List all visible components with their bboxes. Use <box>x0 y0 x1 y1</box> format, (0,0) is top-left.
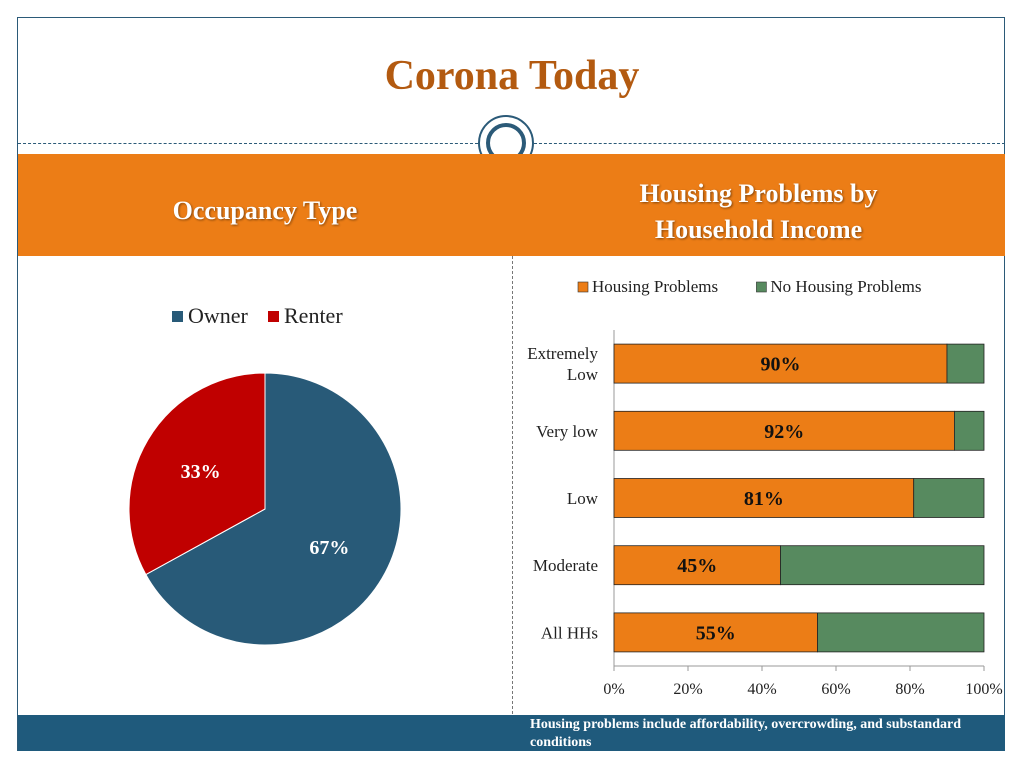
title-rule-right <box>534 143 1005 144</box>
slide-title: Corona Today <box>384 53 640 99</box>
footer-band <box>18 715 1005 751</box>
bar-segment-housing-problems <box>613 410 955 451</box>
pie-legend-swatch-owner <box>172 311 183 322</box>
occupancy-type-header: Occupancy Type <box>172 196 358 225</box>
bar-segment-no-housing-problems <box>913 478 985 518</box>
bar-x-tick-label: 20% <box>673 681 702 698</box>
housing-header-line1: Housing Problems by <box>639 179 878 208</box>
bar-data-label: 55% <box>696 622 736 644</box>
bar-legend-swatch-no-housing-problems <box>756 281 767 293</box>
housing-header-line2: Household Income <box>654 215 863 244</box>
header-band <box>18 154 1005 256</box>
bar-category-label: Very low <box>536 422 599 441</box>
pie-data-label-owner: 67% <box>309 537 349 559</box>
bar-x-tick-label: 60% <box>821 681 850 698</box>
pie-slice-renter <box>128 372 266 576</box>
housing-problems-header: Housing Problems by Household Income <box>512 176 1005 248</box>
bar-data-label: 90% <box>761 354 801 376</box>
bar-segment-no-housing-problems <box>780 545 985 586</box>
pie-legend-label-owner: Owner <box>188 303 249 328</box>
pie-legend-swatch-renter <box>268 311 279 322</box>
pie-slice-owner <box>145 372 402 646</box>
bar-category-label: Low <box>567 365 599 384</box>
bar-category-label: All HHs <box>541 623 598 642</box>
bar-segment-housing-problems <box>613 478 915 518</box>
pie-data-label-renter: 33% <box>181 461 221 483</box>
pie-legend-label-renter: Renter <box>284 303 343 328</box>
bar-x-tick-label: 100% <box>965 681 1002 698</box>
bar-data-label: 92% <box>764 421 804 443</box>
bar-data-label: 45% <box>677 555 717 577</box>
bar-x-tick-label: 80% <box>895 681 924 698</box>
bar-category-label: Extremely <box>527 344 598 363</box>
bar-segment-housing-problems <box>613 545 781 586</box>
bar-segment-no-housing-problems <box>817 612 985 653</box>
bar-segment-no-housing-problems <box>946 343 985 384</box>
footnote: Housing problems include affordability, … <box>530 717 961 750</box>
bar-legend-swatch-housing-problems <box>577 281 589 293</box>
bar-category-label: Moderate <box>533 556 598 575</box>
bar-category-label: Low <box>567 489 599 508</box>
title-rule-left <box>18 143 478 144</box>
bar-x-tick-label: 40% <box>747 681 776 698</box>
bar-segment-no-housing-problems <box>953 410 985 451</box>
bar-segment-housing-problems <box>613 343 948 384</box>
panel-divider <box>512 256 513 714</box>
bar-data-label: 81% <box>744 488 784 510</box>
bar-legend-label-housing-problems: Housing Problems <box>592 277 718 296</box>
bar-legend-label-no-housing-problems: No Housing Problems <box>770 277 921 296</box>
occupancy-pie-chart: Owner Renter 67% 33% <box>128 303 402 646</box>
bar-x-tick-label: 0% <box>603 681 624 698</box>
housing-problems-bar-chart: Housing Problems No Housing Problems 0% 20%… <box>527 277 1002 698</box>
